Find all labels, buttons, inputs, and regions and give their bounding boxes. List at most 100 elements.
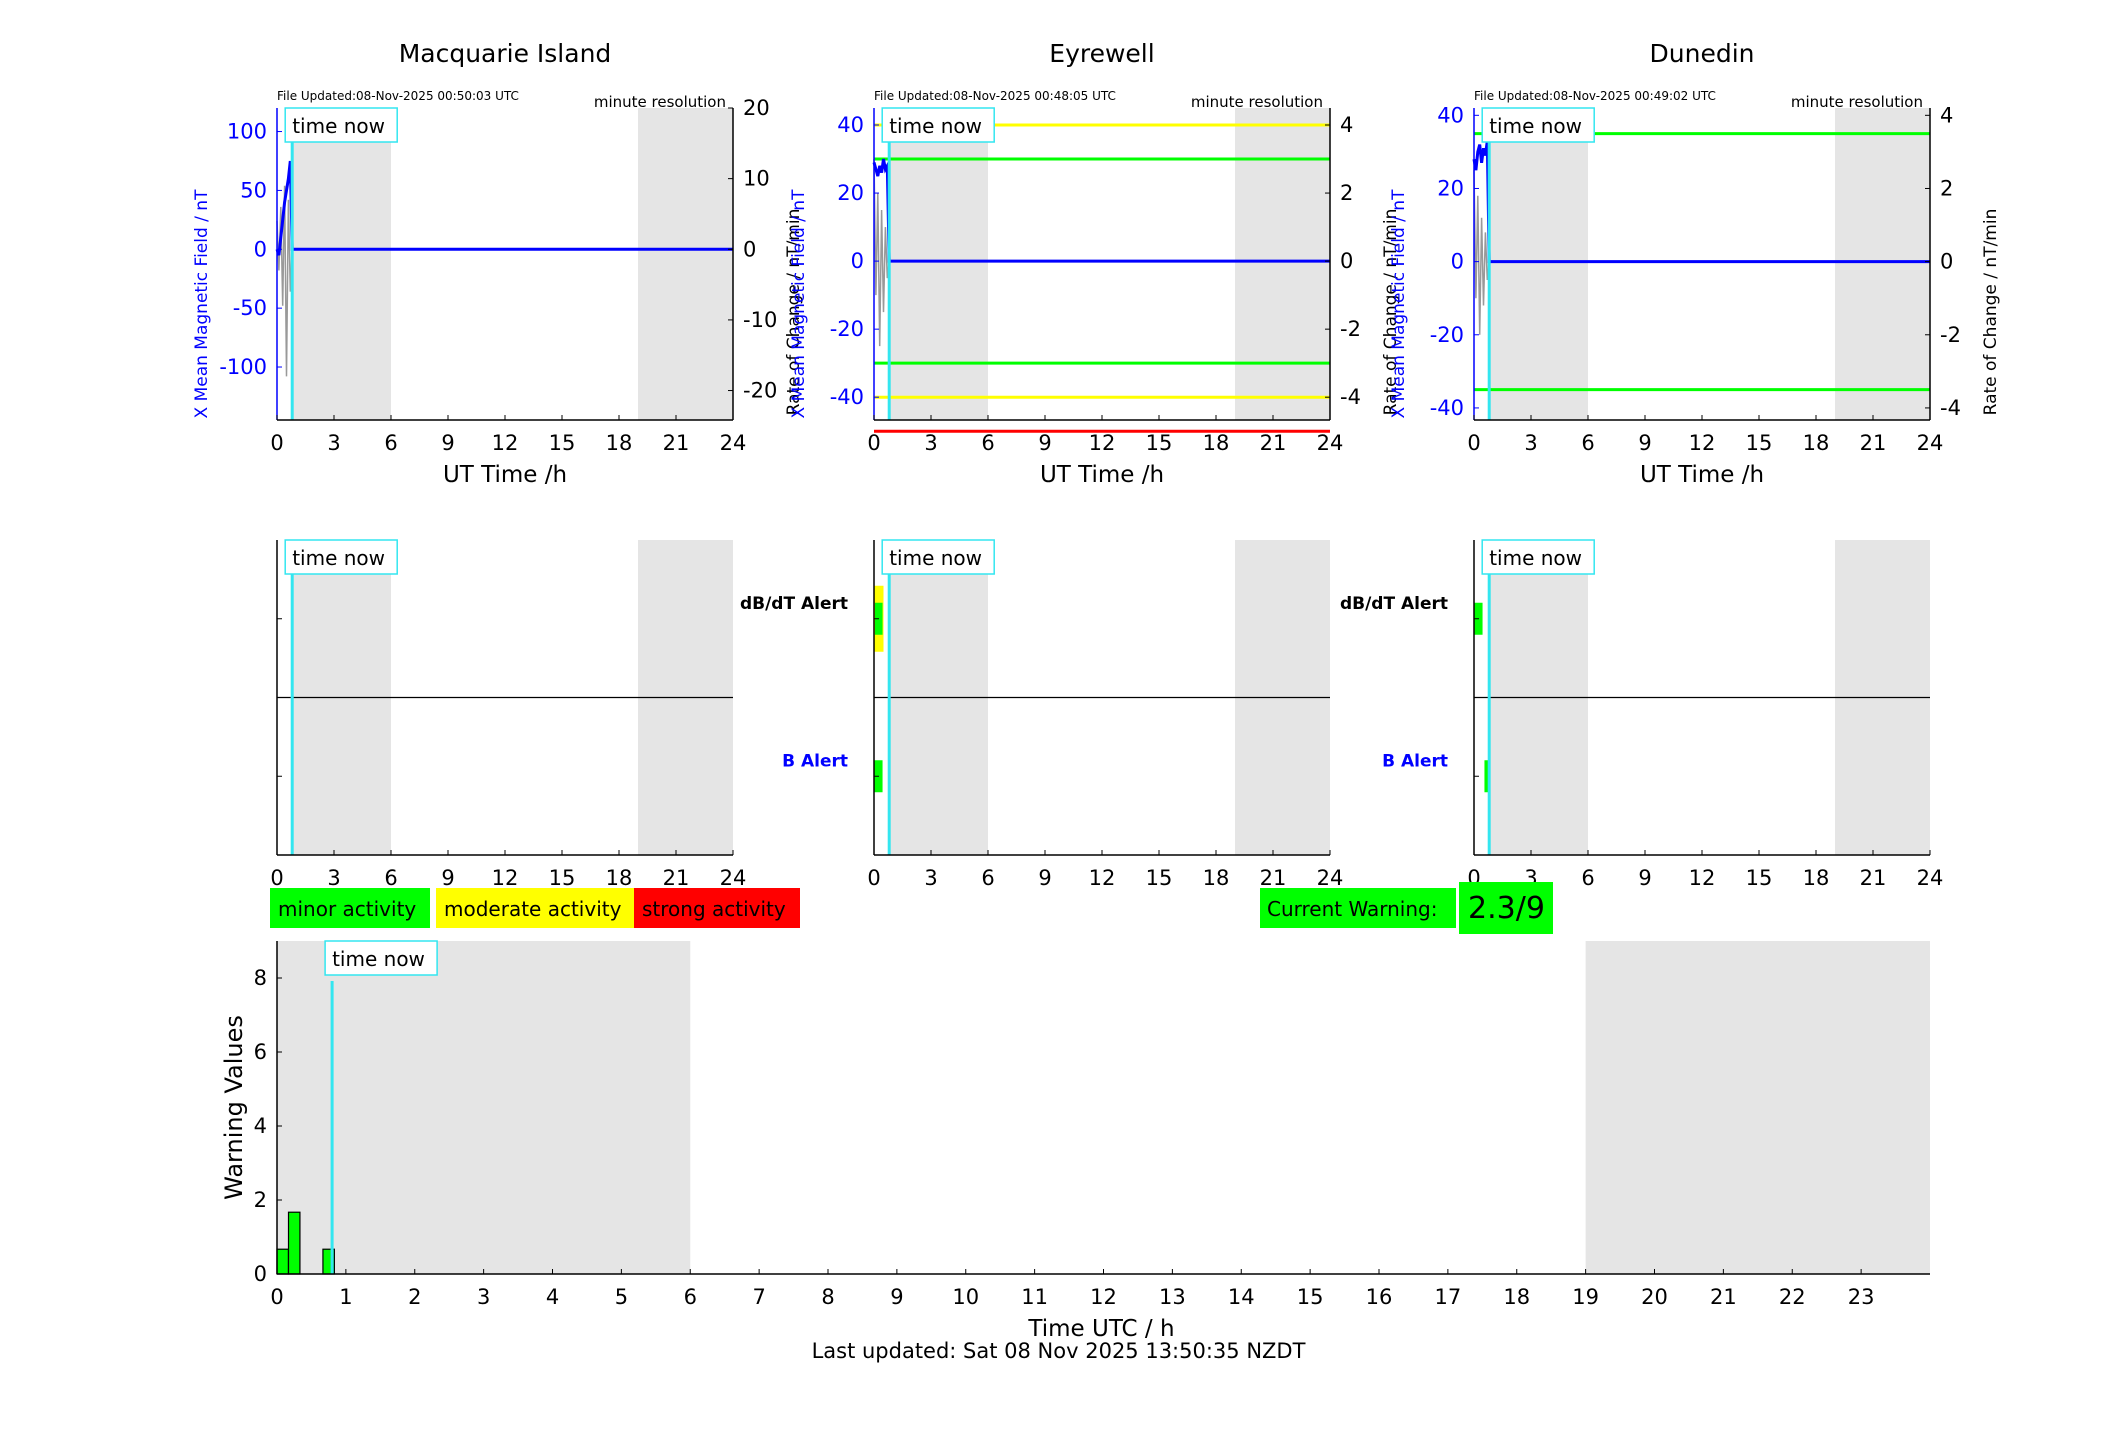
y-axis-label: Warning Values bbox=[220, 1015, 248, 1200]
x-tick-label: 9 bbox=[441, 866, 454, 890]
x-tick-label: 15 bbox=[1146, 866, 1173, 890]
y-tick-label-left: 0 bbox=[1451, 250, 1464, 274]
x-tick-label: 0 bbox=[867, 431, 880, 455]
alert-bar bbox=[1484, 760, 1491, 793]
time-now-box bbox=[881, 107, 995, 143]
x-tick-label: 9 bbox=[441, 431, 454, 455]
station-title: Dunedin bbox=[1650, 39, 1755, 68]
time-now-label: time now bbox=[889, 114, 982, 138]
x-tick-label: 12 bbox=[1689, 866, 1716, 890]
x-tick-label: 18 bbox=[606, 866, 633, 890]
x-tick-label: 15 bbox=[1146, 431, 1173, 455]
night-shading bbox=[1585, 941, 1930, 1274]
y-tick-label: 4 bbox=[254, 1114, 267, 1138]
x-tick-label: 12 bbox=[1689, 431, 1716, 455]
time-now-box bbox=[324, 940, 438, 976]
current-warning-box bbox=[1260, 888, 1456, 928]
x-tick-label: 0 bbox=[1467, 431, 1480, 455]
x-tick-label: 17 bbox=[1435, 1285, 1462, 1309]
y-tick-label-right: 10 bbox=[743, 167, 770, 191]
x-tick-label: 24 bbox=[720, 866, 747, 890]
y-tick-label: 8 bbox=[254, 966, 267, 990]
night-shading bbox=[1835, 108, 1930, 420]
legend-label-minor: minor activity bbox=[278, 897, 416, 921]
x-tick-label: 15 bbox=[1297, 1285, 1324, 1309]
x-tick-label: 9 bbox=[1038, 866, 1051, 890]
rate-of-change-line bbox=[1473, 170, 1490, 335]
x-tick-label: 5 bbox=[615, 1285, 628, 1309]
x-tick-label: 3 bbox=[924, 431, 937, 455]
x-tick-label: 14 bbox=[1228, 1285, 1255, 1309]
x-tick-label: 15 bbox=[549, 866, 576, 890]
y-tick-label-left: 100 bbox=[227, 120, 267, 144]
legend-label-strong: strong activity bbox=[642, 897, 786, 921]
y-tick-label-left: 40 bbox=[1437, 103, 1464, 127]
current-warning-label: Current Warning: bbox=[1267, 897, 1437, 921]
legend-swatch-moderate bbox=[436, 888, 634, 928]
time-now-label: time now bbox=[332, 947, 425, 971]
x-tick-label: 11 bbox=[1021, 1285, 1048, 1309]
current-warning-value-box bbox=[1459, 882, 1553, 934]
x-tick-label: 9 bbox=[1038, 431, 1051, 455]
file-updated-label: File Updated:08-Nov-2025 00:50:03 UTC bbox=[277, 89, 519, 103]
y-tick-label-left: -40 bbox=[1430, 396, 1464, 420]
x-tick-label: 15 bbox=[1746, 431, 1773, 455]
time-now-label: time now bbox=[1489, 546, 1582, 570]
current-warning-value: 2.3/9 bbox=[1468, 891, 1545, 926]
y-axis-label-right: Rate of Change / nT/min bbox=[1381, 209, 1401, 416]
y-tick-label-right: 4 bbox=[1340, 113, 1353, 137]
y-tick-label: 2 bbox=[254, 1188, 267, 1212]
y-tick-label-right: 0 bbox=[1340, 249, 1353, 273]
y-tick-label-right: -2 bbox=[1340, 317, 1361, 341]
legend-label-moderate: moderate activity bbox=[444, 897, 622, 921]
x-tick-label: 8 bbox=[821, 1285, 834, 1309]
y-tick-label-right: -4 bbox=[1940, 396, 1961, 420]
y-axis-label-left: X Mean Magnetic Field / nT bbox=[1389, 189, 1409, 419]
b-alert-label: B Alert bbox=[782, 751, 848, 771]
time-now-label: time now bbox=[292, 546, 385, 570]
x-tick-label: 10 bbox=[952, 1285, 979, 1309]
resolution-label: minute resolution bbox=[1791, 93, 1923, 111]
x-tick-label: 12 bbox=[492, 866, 519, 890]
x-tick-label: 0 bbox=[270, 431, 283, 455]
time-now-label: time now bbox=[1489, 114, 1582, 138]
dbdt-alert-label: dB/dT Alert bbox=[1340, 594, 1448, 614]
y-tick-label-right: -2 bbox=[1940, 323, 1961, 347]
time-now-label: time now bbox=[292, 114, 385, 138]
station-title: Macquarie Island bbox=[399, 39, 612, 68]
warning-bar bbox=[276, 1248, 290, 1275]
y-tick-label-right: -10 bbox=[743, 308, 777, 332]
file-updated-label: File Updated:08-Nov-2025 00:48:05 UTC bbox=[874, 89, 1116, 103]
y-tick-label-right: 0 bbox=[1940, 250, 1953, 274]
x-tick-label: 24 bbox=[1917, 431, 1944, 455]
time-now-box bbox=[284, 539, 398, 575]
time-now-box bbox=[1481, 107, 1595, 143]
x-axis-label: UT Time /h bbox=[1040, 462, 1164, 488]
x-tick-label: 13 bbox=[1159, 1285, 1186, 1309]
y-tick-label-left: -100 bbox=[219, 355, 267, 379]
y-tick-label-left: 20 bbox=[837, 181, 864, 205]
x-tick-label: 24 bbox=[720, 431, 747, 455]
x-tick-label: 12 bbox=[1089, 866, 1116, 890]
x-tick-label: 6 bbox=[684, 1285, 697, 1309]
night-shading bbox=[1489, 108, 1588, 420]
x-tick-label: 21 bbox=[1260, 866, 1287, 890]
dbdt-alert-label: dB/dT Alert bbox=[740, 594, 848, 614]
y-tick-label-left: 20 bbox=[1437, 176, 1464, 200]
x-tick-label: 23 bbox=[1848, 1285, 1875, 1309]
y-tick-label-left: -20 bbox=[1430, 323, 1464, 347]
x-tick-label: 4 bbox=[546, 1285, 559, 1309]
y-tick-label-left: 0 bbox=[254, 237, 267, 261]
x-tick-label: 21 bbox=[1710, 1285, 1737, 1309]
x-tick-label: 7 bbox=[752, 1285, 765, 1309]
x-tick-label: 24 bbox=[1317, 866, 1344, 890]
x-tick-label: 6 bbox=[981, 866, 994, 890]
warning-bar bbox=[287, 1211, 301, 1275]
y-tick-label-left: -50 bbox=[233, 296, 267, 320]
x-tick-label: 15 bbox=[1746, 866, 1773, 890]
x-tick-label: 12 bbox=[1090, 1285, 1117, 1309]
x-tick-label: 20 bbox=[1641, 1285, 1668, 1309]
y-tick-label-right: 2 bbox=[1340, 181, 1353, 205]
night-shading bbox=[277, 941, 691, 1274]
y-tick-label-left: 0 bbox=[851, 249, 864, 273]
